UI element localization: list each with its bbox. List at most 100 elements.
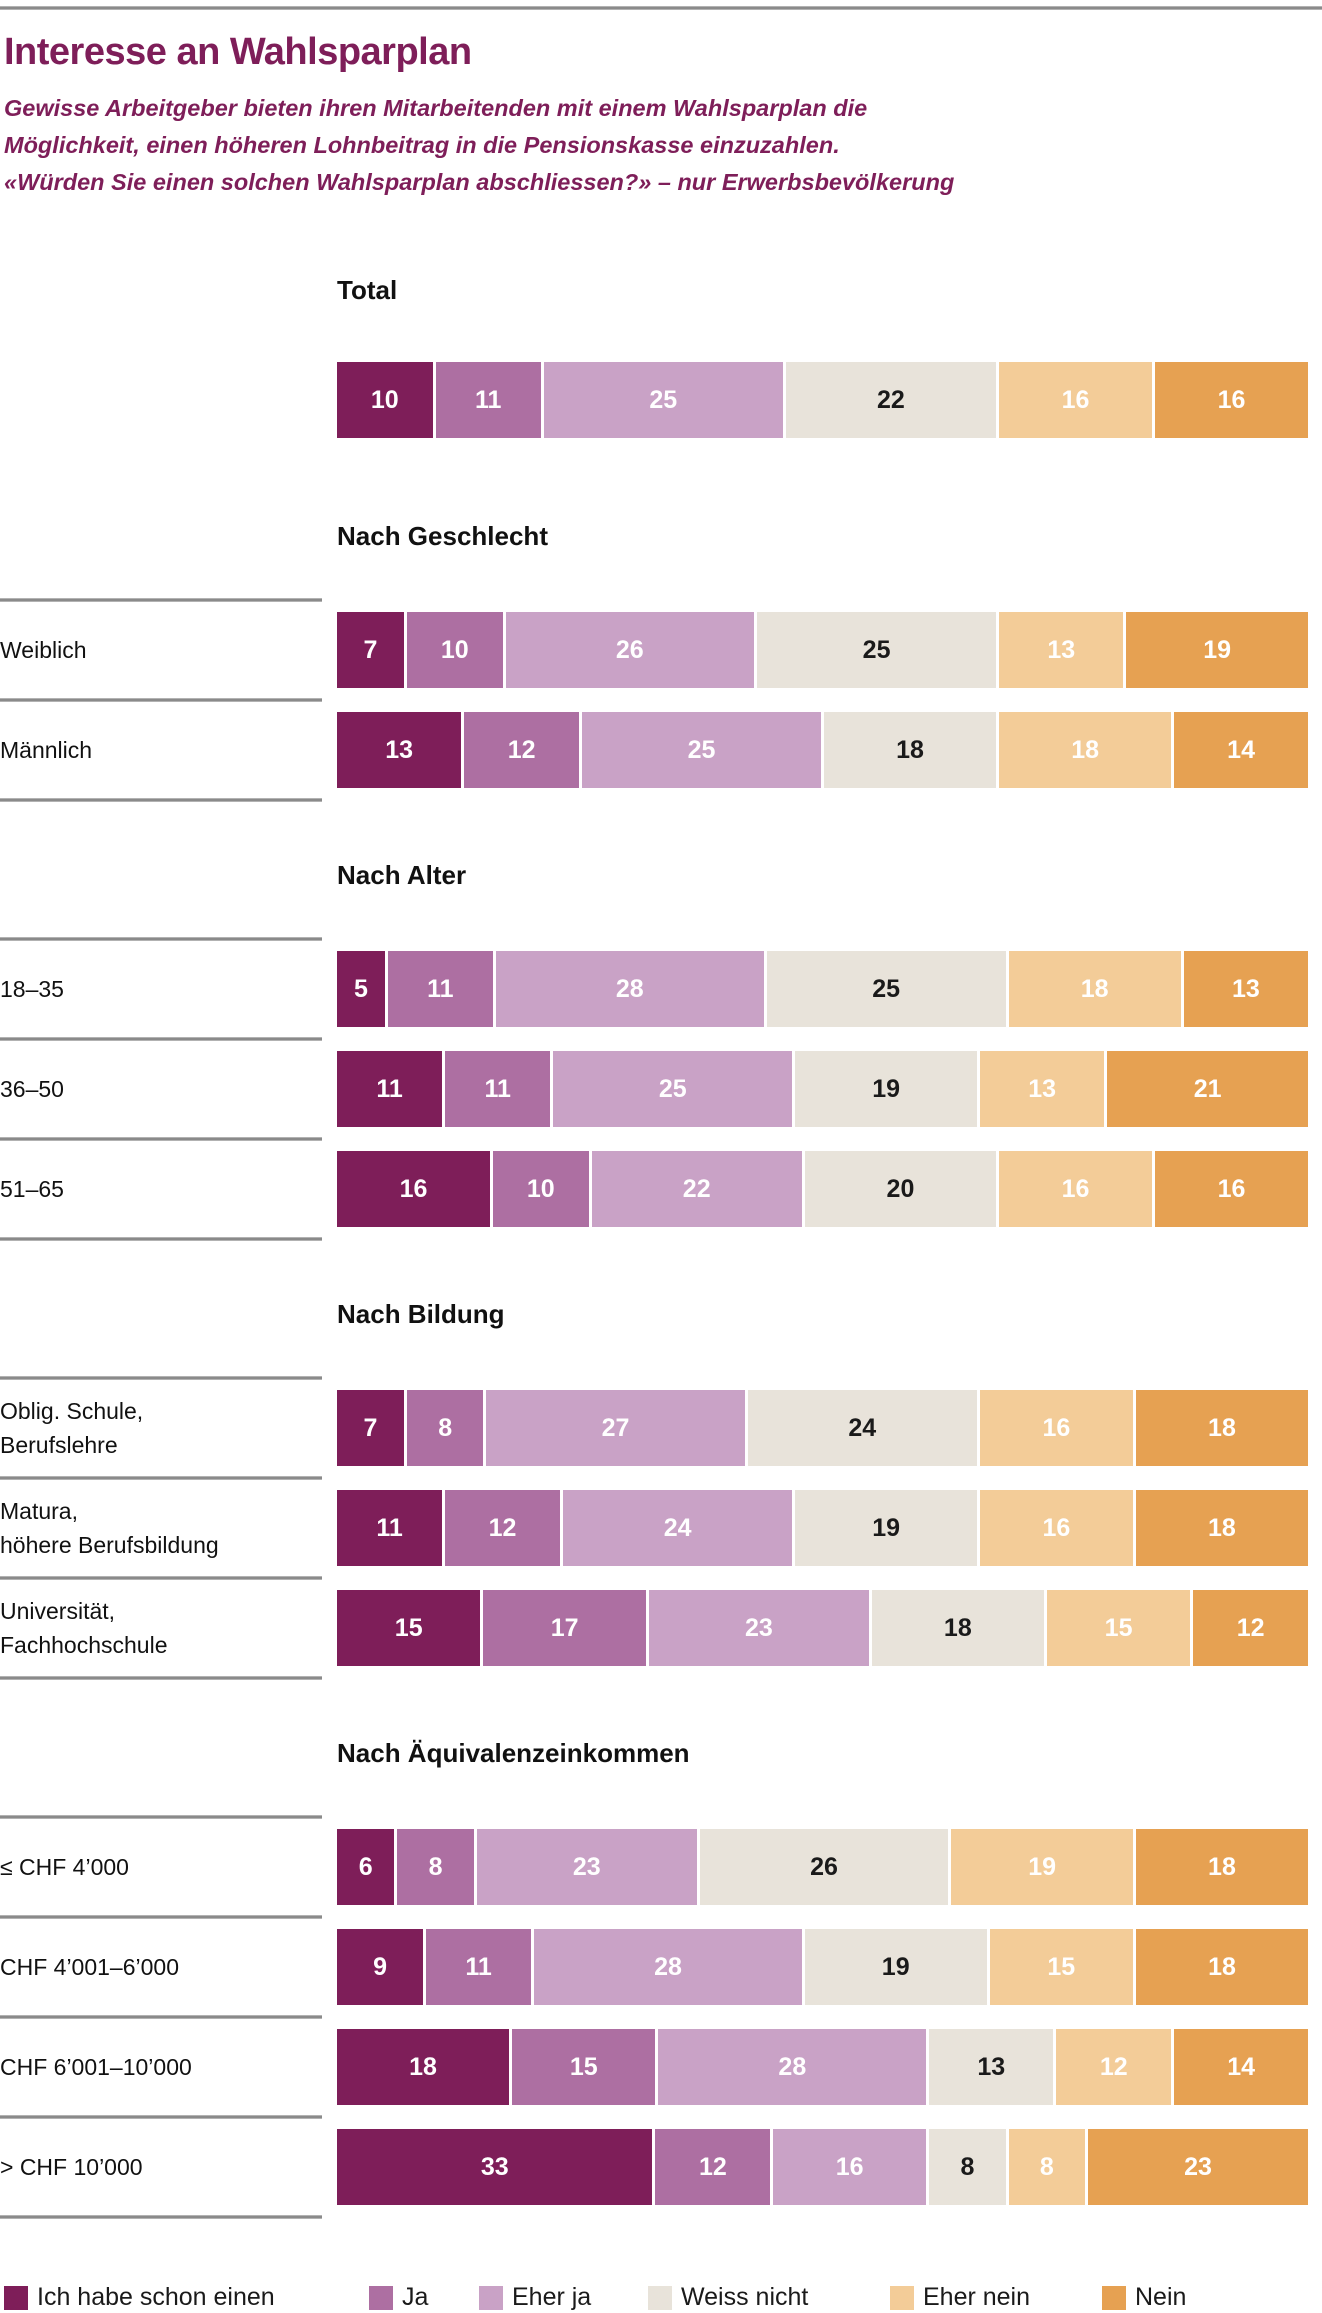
segment-value: 28 (778, 2052, 807, 2081)
legend: Ich habe schon einen Ja Eher ja Weiss nicht… (0, 2283, 1322, 2313)
chart-section: Nach Geschlecht Weiblich 7 10 26 25 13 19 Männli… (0, 521, 1322, 802)
segment-value: 11 (484, 1074, 511, 1103)
segment-value: 7 (363, 1413, 378, 1442)
row-body: 51–65 16 10 22 20 16 16 (0, 1141, 1308, 1237)
bar-segment: 25 (757, 612, 997, 688)
segment-value: 18 (896, 735, 924, 764)
segment-value: 27 (601, 1413, 630, 1442)
segment-value: 18 (1208, 1413, 1236, 1442)
segment-value: 22 (877, 385, 905, 414)
bar-segment: 23 (648, 1590, 869, 1666)
section-header: Nach Äquivalenzeinkommen (337, 1738, 690, 1768)
segment-value: 13 (1028, 1074, 1056, 1103)
bar-segment: 14 (1174, 712, 1308, 788)
bar-segment: 16 (1155, 362, 1308, 438)
chart-row: CHF 4’001–6’000 9 11 28 19 15 18 (0, 1915, 1309, 2015)
section-rows: ≤ CHF 4’000 6 8 23 26 19 18 CHF 4’001–6’000 9 11 2… (0, 1815, 1322, 2219)
segment-value: 24 (663, 1513, 692, 1542)
stacked-bar: 9 11 28 19 15 18 (337, 1929, 1309, 2005)
row-body: Matura, höhere Berufsbildung 11 12 24 19 16 18 (0, 1480, 1308, 1576)
row-separator (0, 1915, 322, 1919)
bar-segment: 28 (534, 1929, 802, 2005)
bar-segment: 27 (486, 1390, 745, 1466)
bar-segment: 5 (337, 951, 385, 1027)
row-separator (0, 2115, 322, 2119)
bar-segment: 10 (492, 1151, 589, 1227)
segment-value: 18 (1208, 1852, 1236, 1881)
chart-section: Nach Bildung Oblig. Schule, Berufslehre 7 8 2… (0, 1299, 1322, 1680)
bar-segment: 11 (426, 1929, 532, 2005)
section-header: Nach Bildung (337, 1299, 505, 1329)
bar-segment: 25 (553, 1051, 793, 1127)
row-separator (0, 1237, 322, 1241)
segment-value: 10 (526, 1174, 555, 1203)
bar-segment: 17 (483, 1590, 646, 1666)
chart-row: Matura, höhere Berufsbildung 11 12 24 19 16 18 (0, 1476, 1308, 1576)
row-body: CHF 6’001–10’000 18 15 28 13 12 14 (0, 2019, 1309, 2115)
stacked-bar: 7 8 27 24 16 18 (337, 1390, 1308, 1466)
segment-value: 9 (373, 1952, 387, 1981)
subtitle-line: Möglichkeit, einen höheren Lohnbeitrag i… (4, 132, 840, 158)
segment-value: 26 (615, 635, 644, 664)
bar-segment: 8 (397, 1829, 474, 1905)
stacked-bar: 5 11 28 25 18 13 (337, 951, 1308, 1027)
chart-row: Männlich 13 12 25 18 18 14 (0, 698, 1308, 798)
bar-segment: 10 (337, 362, 433, 438)
bar-segment: 22 (785, 362, 997, 438)
segment-value: 8 (960, 2152, 975, 2181)
stacked-bar: 7 10 26 25 13 19 (337, 612, 1308, 688)
row-body: 10 11 25 22 16 16 (0, 352, 1308, 448)
page-title: Interesse an Wahlsparplan (4, 31, 472, 73)
row-label-line: CHF 4’001–6’000 (0, 1954, 180, 1980)
bar-segment: 11 (387, 951, 493, 1027)
row-label-line: CHF 6’001–10’000 (0, 2054, 192, 2080)
stacked-bar: 11 11 25 19 13 21 (337, 1051, 1308, 1127)
subtitle-line: «Würden Sie einen solchen Wahlsparplan a… (4, 169, 955, 195)
segment-value: 25 (872, 974, 901, 1003)
bar-segment: 13 (929, 2029, 1054, 2105)
row-body: Weiblich 7 10 26 25 13 19 (0, 602, 1308, 698)
stacked-bar: 11 12 24 19 16 18 (337, 1490, 1308, 1566)
chart-row: 10 11 25 22 16 16 (0, 352, 1308, 448)
row-label: CHF 6’001–10’000 (0, 2050, 337, 2084)
segment-value: 10 (370, 385, 399, 414)
bar-segment: 6 (337, 1829, 395, 1905)
segment-value: 18 (1208, 1952, 1236, 1981)
bar-segment: 7 (337, 1390, 404, 1466)
bar-segment: 12 (445, 1490, 560, 1566)
segment-value: 11 (465, 1952, 492, 1981)
stacked-bar: 13 12 25 18 18 14 (337, 712, 1308, 788)
bar-segment: 16 (979, 1490, 1133, 1566)
bar-segment: 26 (699, 1829, 949, 1905)
segment-value: 25 (658, 1074, 687, 1103)
bar-segment: 15 (989, 1929, 1133, 2005)
segment-value: 13 (385, 735, 414, 764)
chart: Total 10 11 25 22 16 16 Nach Geschlecht Weiblich… (0, 275, 1322, 2219)
segment-value: 23 (572, 1852, 601, 1881)
chart-row: 51–65 16 10 22 20 16 16 (0, 1137, 1308, 1237)
bar-segment: 15 (337, 1590, 481, 1666)
bar-segment: 13 (999, 612, 1124, 688)
row-body: 18–35 5 11 28 25 18 13 (0, 941, 1308, 1037)
section-header: Total (337, 275, 398, 305)
row-separator (0, 1576, 322, 1580)
segment-value: 18 (1071, 735, 1100, 764)
segment-value: 15 (1047, 1952, 1076, 1981)
row-separator (0, 1476, 322, 1480)
bar-segment: 13 (979, 1051, 1105, 1127)
bar-segment: 16 (337, 1151, 490, 1227)
segment-value: 18 (943, 1613, 972, 1642)
segment-value: 19 (1203, 635, 1232, 664)
bar-segment: 28 (495, 951, 764, 1027)
row-separator (0, 2015, 322, 2019)
stacked-bar: 16 10 22 20 16 16 (337, 1151, 1308, 1227)
segment-value: 23 (1184, 2152, 1212, 2181)
row-body: Männlich 13 12 25 18 18 14 (0, 702, 1308, 798)
segment-value: 15 (394, 1613, 423, 1642)
segment-value: 22 (682, 1174, 711, 1203)
segment-value: 20 (886, 1174, 915, 1203)
bar-segment: 19 (795, 1490, 977, 1566)
segment-value: 13 (1047, 635, 1076, 664)
row-label-line: ≤ CHF 4’000 (0, 1854, 129, 1880)
chart-row: 18–35 5 11 28 25 18 13 (0, 937, 1308, 1037)
